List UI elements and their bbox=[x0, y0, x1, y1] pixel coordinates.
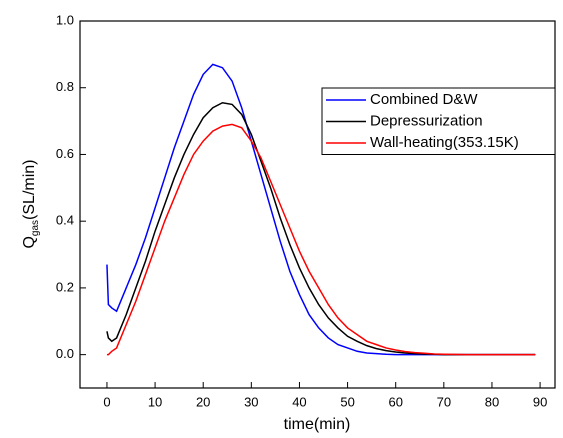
y-tick-label: 0.6 bbox=[56, 146, 74, 161]
y-axis-symbol: Q bbox=[21, 236, 38, 248]
x-tick-label: 60 bbox=[388, 394, 402, 409]
y-axis-subscript: gas bbox=[30, 220, 41, 236]
legend-label: Combined D&W bbox=[370, 91, 478, 108]
legend-label: Depressurization bbox=[370, 112, 483, 129]
x-tick-label: 80 bbox=[485, 394, 499, 409]
legend-label: Wall-heating(353.15K) bbox=[370, 134, 519, 151]
x-tick-label: 0 bbox=[103, 394, 110, 409]
y-axis-title: Qgas(SL/min) bbox=[21, 159, 40, 248]
x-tick-label: 30 bbox=[244, 394, 258, 409]
x-tick-label: 40 bbox=[292, 394, 306, 409]
y-tick-label: 0.0 bbox=[56, 346, 74, 361]
x-tick-label: 90 bbox=[533, 394, 547, 409]
data-line bbox=[106, 63, 536, 356]
x-axis-title: time(min) bbox=[284, 416, 351, 433]
x-tick-label: 50 bbox=[340, 394, 354, 409]
y-tick-label: 0.2 bbox=[56, 279, 74, 294]
x-tick-label: 20 bbox=[196, 394, 210, 409]
data-line bbox=[106, 101, 536, 356]
x-tick-label: 10 bbox=[148, 394, 162, 409]
plot-frame bbox=[79, 20, 556, 389]
y-tick-label: 0.8 bbox=[56, 79, 74, 94]
y-tick-label: 0.4 bbox=[56, 213, 74, 228]
y-tick-label: 1.0 bbox=[56, 12, 74, 27]
y-axis-unit: (SL/min) bbox=[21, 159, 38, 219]
data-line bbox=[106, 123, 536, 356]
x-tick-label: 70 bbox=[437, 394, 451, 409]
